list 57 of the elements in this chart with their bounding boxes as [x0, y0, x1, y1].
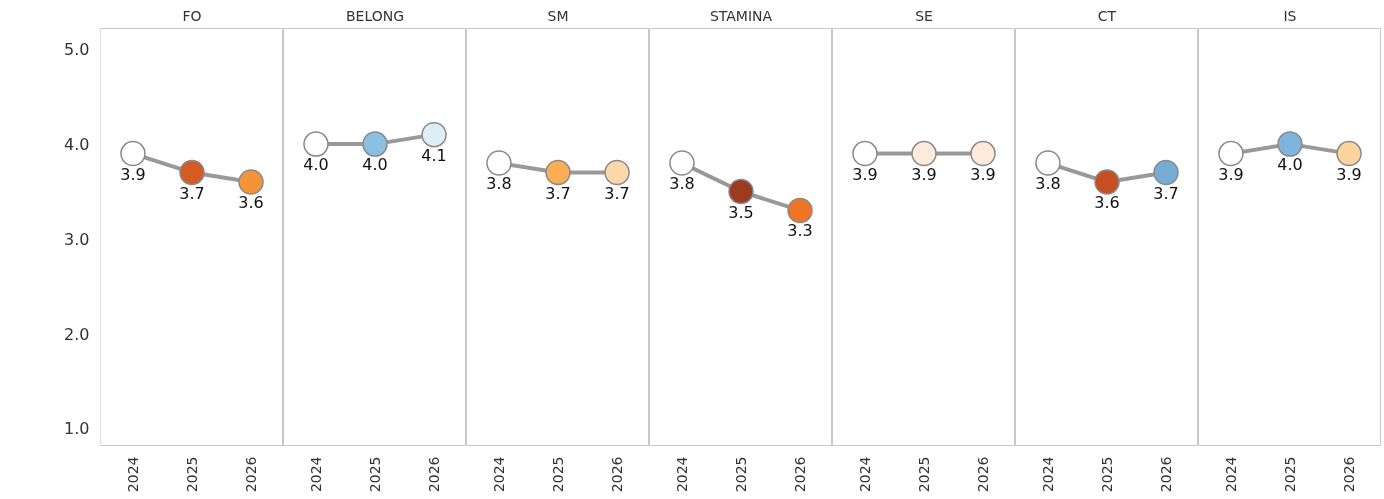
data-label: 3.8 [1035, 174, 1061, 194]
data-label: 3.7 [545, 183, 571, 203]
point [120, 140, 146, 167]
data-label: 3.6 [1094, 193, 1120, 213]
data-label: 4.0 [1277, 155, 1303, 175]
chart-title: IS [1283, 7, 1297, 24]
x-tick-label: 2026 [975, 456, 992, 493]
point [238, 169, 264, 195]
data-label: 3.8 [486, 174, 512, 194]
data-label: 3.9 [911, 164, 937, 184]
y-tick-label: 2.0 [64, 324, 90, 344]
x-tick-label: 2024 [856, 456, 873, 493]
x-tick-label: 2026 [792, 456, 809, 493]
data-label: 3.7 [1153, 183, 1179, 203]
y-tick-label: 1.0 [64, 419, 90, 439]
data-label: 3.9 [1336, 164, 1362, 184]
x-tick-label: 2025 [550, 456, 566, 493]
x-tick-label: 2026 [1158, 456, 1175, 493]
x-tick-label: 2025 [733, 456, 749, 493]
chart-title: BELONG [345, 7, 405, 24]
x-tick-label: 2024 [673, 456, 690, 493]
data-label: 3.9 [852, 164, 878, 184]
chart-title: SE [915, 7, 933, 24]
chart-title: STAMINA [709, 7, 773, 24]
data-label: 3.7 [604, 183, 630, 203]
data-label: 3.5 [728, 202, 754, 222]
x-tick-label: 2024 [1222, 456, 1239, 493]
y-tick-label: 3.0 [64, 229, 90, 249]
data-label: 3.3 [787, 221, 813, 241]
y-tick-label: 5.0 [64, 40, 90, 60]
x-tick-label: 2024 [1039, 456, 1056, 493]
x-tick-label: 2025 [184, 456, 200, 493]
data-label: 3.6 [238, 193, 264, 213]
data-label: 3.9 [970, 164, 996, 184]
data-label: 4.0 [303, 155, 329, 175]
chart-title: SM [547, 7, 569, 24]
x-tick-label: 2026 [243, 456, 260, 493]
point [179, 159, 205, 186]
x-tick-label: 2026 [426, 456, 443, 493]
data-label: 3.9 [120, 164, 146, 184]
x-tick-label: 2024 [124, 456, 141, 493]
x-tick-label: 2026 [609, 456, 626, 493]
data-label: 4.1 [421, 145, 447, 165]
x-tick-label: 2025 [916, 456, 932, 493]
x-tick-label: 2024 [490, 456, 507, 493]
data-label: 3.8 [669, 174, 695, 194]
x-tick-label: 2025 [367, 456, 383, 493]
x-tick-label: 2026 [1341, 456, 1358, 493]
x-tick-label: 2025 [1099, 456, 1115, 493]
data-label: 4.0 [362, 155, 388, 175]
x-tick-label: 2025 [1282, 456, 1298, 493]
data-label: 3.7 [179, 183, 205, 203]
data-label: 3.9 [1218, 164, 1244, 184]
chart-title: FO [182, 7, 202, 24]
y-tick-label: 4.0 [64, 135, 90, 155]
x-tick-label: 2024 [307, 456, 324, 493]
chart-title: CT [1097, 7, 1117, 24]
